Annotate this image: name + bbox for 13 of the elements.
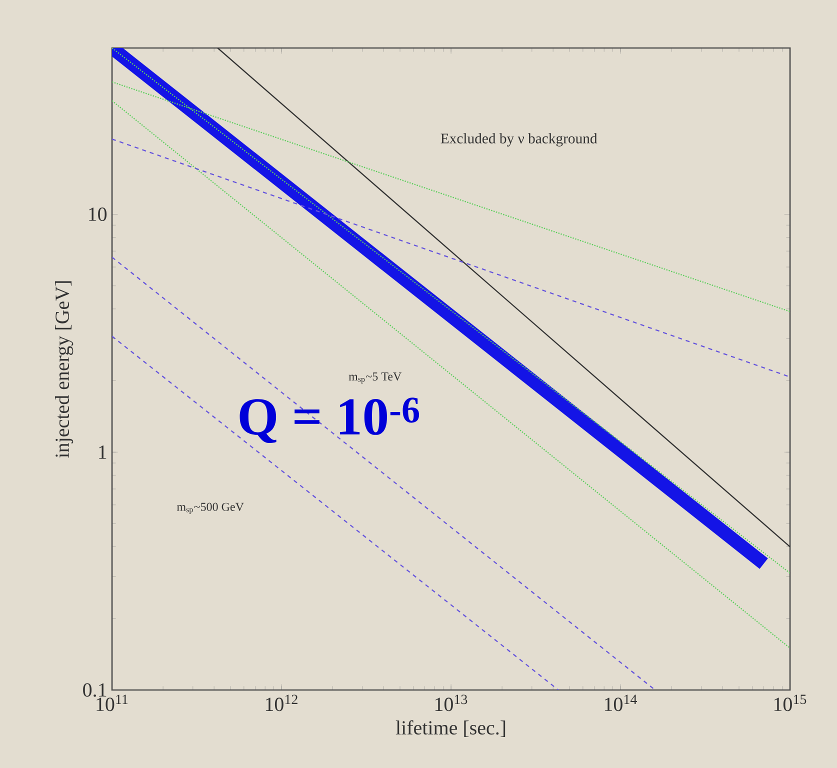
x-tick-label: 10$^{15}$: [774, 694, 806, 712]
annotation: m$_{sp}$~5 TeV: [348, 372, 402, 384]
y-tick-label: 0.1: [83, 683, 106, 697]
annotation: Q = 10$^{-6}$: [240, 398, 420, 444]
y-axis-title: injected energy [GeV]: [54, 281, 74, 458]
x-tick-label: 10$^{12}$: [266, 694, 298, 712]
y-tick-label: 10: [89, 208, 107, 221]
x-tick-label: 10$^{14}$: [604, 694, 637, 712]
y-tick-label: 1: [99, 446, 106, 459]
annotation: m$_{sp}$~500 GeV: [176, 502, 244, 514]
annotation: Excluded by ν background: [440, 133, 598, 146]
x-axis-title: lifetime [sec.]: [396, 720, 506, 738]
x-tick-label: 10$^{13}$: [435, 694, 468, 712]
